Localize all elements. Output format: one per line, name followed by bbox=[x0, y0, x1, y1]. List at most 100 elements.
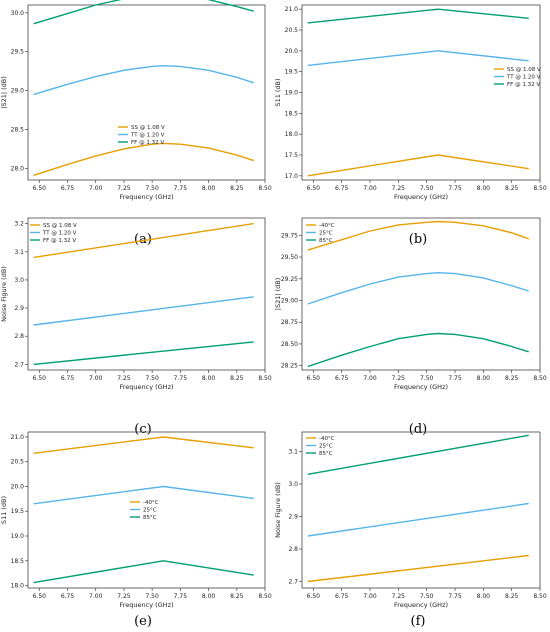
x-tick-label: 7.00 bbox=[89, 375, 103, 382]
y-axis-label: |S21| (dB) bbox=[274, 278, 282, 311]
x-tick-label: 8.50 bbox=[258, 185, 272, 192]
legend-label: SS @ 1.08 V bbox=[507, 67, 541, 73]
x-tick-label: 8.25 bbox=[505, 185, 519, 192]
panel-label: (e) bbox=[134, 614, 152, 629]
y-tick-label: 3.0 bbox=[14, 277, 24, 284]
panel-label: (f) bbox=[411, 614, 426, 629]
y-tick-label: 2.7 bbox=[288, 579, 298, 586]
y-tick-label: 30.0 bbox=[11, 10, 25, 17]
x-tick-label: 8.50 bbox=[533, 375, 547, 382]
legend-label: -40°C bbox=[319, 436, 335, 442]
x-axis-label: Frequency (GHz) bbox=[119, 383, 173, 391]
series-line-2 bbox=[33, 296, 254, 326]
legend-label: 25°C bbox=[319, 231, 333, 237]
y-tick-label: 19.5 bbox=[285, 69, 299, 76]
x-tick-label: 7.50 bbox=[145, 593, 159, 600]
x-tick-label: 7.75 bbox=[174, 593, 188, 600]
y-tick-label: 21.0 bbox=[11, 434, 25, 441]
y-tick-label: 19.0 bbox=[285, 90, 299, 97]
x-tick-label: 7.50 bbox=[420, 185, 434, 192]
series-line-2 bbox=[33, 64, 254, 96]
y-tick-label: 29.00 bbox=[281, 298, 298, 305]
legend-label: FF @ 1.32 V bbox=[131, 140, 164, 146]
series-line-2 bbox=[33, 485, 254, 505]
y-tick-label: 20.0 bbox=[285, 48, 299, 55]
plot-frame bbox=[301, 431, 541, 589]
chart-panel-d: 6.50 6.75 7.00 7.25 7.50 7.75 8.00 8.25 8.50 28.2… bbox=[274, 217, 547, 437]
y-tick-label: 3.1 bbox=[288, 449, 298, 456]
legend-label: 25°C bbox=[319, 444, 333, 450]
x-tick-label: 8.00 bbox=[477, 185, 491, 192]
chart-panel-c: 6.50 6.75 7.00 7.25 7.50 7.75 8.00 8.25 8.50 2.7 2… bbox=[0, 217, 272, 437]
y-tick-label: 29.25 bbox=[281, 276, 298, 283]
series-line-2 bbox=[307, 502, 529, 537]
x-tick-label: 7.00 bbox=[363, 185, 377, 192]
series-line-1 bbox=[33, 142, 254, 176]
x-tick-label: 8.00 bbox=[477, 375, 491, 382]
x-tick-label: 6.75 bbox=[61, 375, 75, 382]
legend: SS @ 1.08 V TT @ 1.20 VFF @ 1.32 V bbox=[30, 223, 77, 244]
x-tick-label: 7.75 bbox=[174, 375, 188, 382]
panel-label: (b) bbox=[409, 232, 427, 247]
x-tick-label: 7.75 bbox=[174, 185, 188, 192]
plot-frame bbox=[301, 4, 541, 181]
plot-frame bbox=[301, 217, 541, 371]
y-tick-label: 20.0 bbox=[11, 483, 25, 490]
y-tick-label: 2.8 bbox=[288, 546, 298, 553]
legend-label: TT @ 1.20 V bbox=[506, 75, 541, 81]
x-tick-label: 8.00 bbox=[202, 185, 216, 192]
x-tick-label: 8.25 bbox=[230, 593, 244, 600]
legend-label: -40°C bbox=[319, 223, 335, 229]
y-tick-label: 17.0 bbox=[285, 173, 299, 180]
x-axis-label: Frequency (GHz) bbox=[394, 601, 448, 609]
x-tick-label: 8.00 bbox=[202, 593, 216, 600]
series-line-1 bbox=[307, 220, 529, 251]
x-tick-label: 7.50 bbox=[145, 375, 159, 382]
x-tick-label: 8.25 bbox=[230, 375, 244, 382]
y-axis-label: S11 (dB) bbox=[0, 496, 8, 524]
x-tick-label: 7.00 bbox=[363, 593, 377, 600]
x-tick-label: 7.50 bbox=[420, 593, 434, 600]
legend-label: FF @ 1.32 V bbox=[43, 238, 76, 244]
legend: -40°C 25°C85°C bbox=[306, 436, 335, 457]
x-tick-label: 6.75 bbox=[335, 185, 349, 192]
x-tick-label: 8.00 bbox=[477, 593, 491, 600]
x-tick-label: 7.00 bbox=[89, 185, 103, 192]
y-tick-label: 29.5 bbox=[11, 49, 25, 56]
x-tick-label: 8.25 bbox=[230, 185, 244, 192]
plot-frame bbox=[27, 4, 266, 181]
series-line-1 bbox=[307, 154, 529, 177]
legend-label: 85°C bbox=[143, 515, 157, 521]
y-tick-label: 20.5 bbox=[285, 27, 299, 34]
y-tick-label: 3.1 bbox=[14, 249, 24, 256]
legend: -40°C 25°C85°C bbox=[130, 500, 159, 521]
x-tick-label: 7.25 bbox=[392, 375, 406, 382]
x-tick-label: 7.25 bbox=[117, 185, 131, 192]
series-line-3 bbox=[33, 341, 254, 366]
plot-frame bbox=[27, 431, 266, 589]
y-tick-label: 18.0 bbox=[285, 131, 299, 138]
y-tick-label: 18.5 bbox=[285, 110, 299, 117]
y-tick-label: 28.0 bbox=[11, 165, 25, 172]
y-tick-label: 3.2 bbox=[14, 221, 24, 228]
legend-label: SS @ 1.08 V bbox=[43, 223, 77, 229]
panel-label: (c) bbox=[134, 422, 151, 437]
chart-panel-e: 6.50 6.75 7.00 7.25 7.50 7.75 8.00 8.25 8.50 18.0… bbox=[0, 431, 272, 629]
x-tick-label: 6.50 bbox=[307, 375, 321, 382]
y-axis-label: S11 (dB) bbox=[274, 78, 282, 106]
legend-label: FF @ 1.32 V bbox=[507, 82, 540, 88]
legend: -40°C 25°C85°C bbox=[306, 223, 335, 244]
x-tick-label: 7.25 bbox=[117, 375, 131, 382]
y-axis-label: |S21| (dB) bbox=[0, 76, 8, 109]
x-tick-label: 7.50 bbox=[145, 185, 159, 192]
x-tick-label: 6.75 bbox=[61, 185, 75, 192]
y-tick-label: 2.9 bbox=[288, 514, 298, 521]
panel-label: (d) bbox=[409, 422, 427, 437]
legend-label: 25°C bbox=[143, 508, 157, 514]
legend-label: TT @ 1.20 V bbox=[130, 133, 165, 139]
x-tick-label: 7.25 bbox=[392, 593, 406, 600]
y-tick-label: 21.0 bbox=[285, 6, 299, 13]
x-tick-label: 7.25 bbox=[392, 185, 406, 192]
panel-label: (a) bbox=[134, 232, 152, 247]
legend-label: TT @ 1.20 V bbox=[42, 231, 77, 237]
